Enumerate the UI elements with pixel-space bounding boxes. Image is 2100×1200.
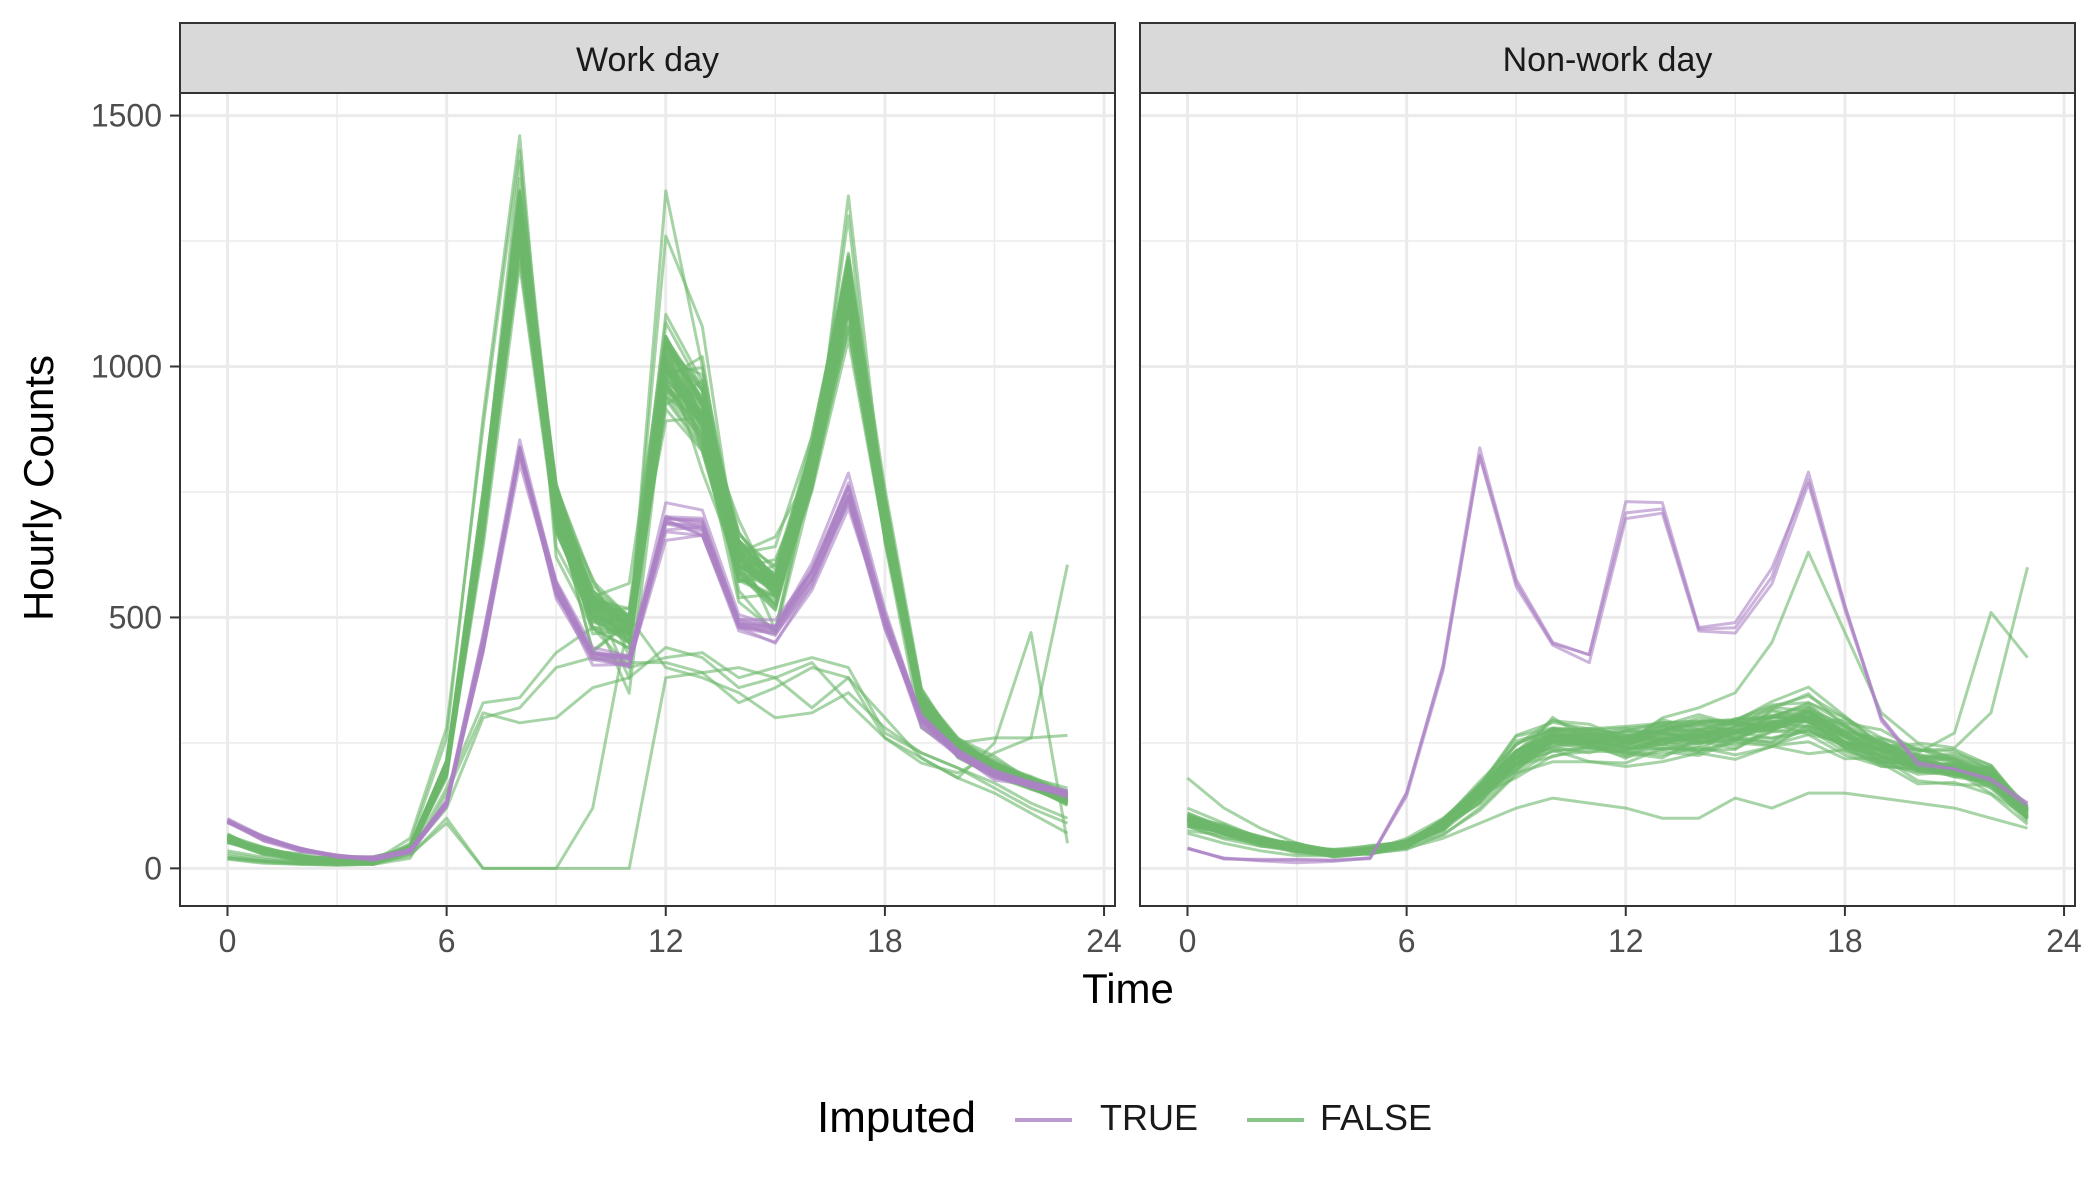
series-line-true — [1187, 454, 2029, 862]
series-line-true — [1187, 446, 2029, 862]
legend: Imputed TRUE FALSE — [817, 1093, 1432, 1142]
series-lines — [1186, 446, 2029, 865]
facet-panels: Work day 0 6 12 18 24 0 500 1000 1500 Non-work day… — [91, 22, 2082, 959]
facet-strip — [179, 22, 1116, 94]
series-line-true — [226, 453, 1068, 862]
x-tick-label: 12 — [1608, 923, 1644, 959]
series-line-false — [1187, 701, 2029, 854]
series-line-false — [1187, 715, 2029, 856]
legend-title: Imputed — [817, 1093, 976, 1142]
y-tick-label: 0 — [144, 850, 162, 886]
series-line-false — [227, 631, 1069, 870]
x-axis-title: Time — [1082, 965, 1174, 1012]
x-tick-label: 0 — [1179, 923, 1197, 959]
x-tick-label: 6 — [438, 923, 456, 959]
y-tick-label: 1500 — [91, 98, 162, 134]
series-line-false — [227, 646, 1069, 866]
x-tick-label: 6 — [1398, 923, 1416, 959]
x-tick-label: 12 — [648, 923, 684, 959]
series-line-false — [1186, 550, 2029, 855]
x-tick-label: 24 — [2046, 923, 2082, 959]
grid — [180, 93, 1115, 906]
facet-strip-label: Work day — [576, 41, 719, 79]
series-line-false — [227, 564, 1069, 867]
panel-border — [179, 92, 1116, 907]
y-tick-label: 500 — [109, 599, 162, 635]
facet-strip-label: Non-work day — [1503, 41, 1713, 79]
legend-label-false: FALSE — [1320, 1097, 1432, 1138]
facet-strip — [1139, 22, 2076, 94]
x-tick-label: 18 — [1827, 923, 1863, 959]
x-tick-label: 24 — [1086, 923, 1122, 959]
facet-panel-work-day: Work day 0 6 12 18 24 0 500 1000 1500 — [91, 22, 1122, 959]
facet-panel-non-work-day: Non-work day 0 6 12 18 24 — [1139, 22, 2082, 959]
x-tick-label: 0 — [219, 923, 237, 959]
series-line-false — [1187, 719, 2029, 853]
y-tick-label: 1000 — [91, 349, 162, 385]
series-lines — [226, 134, 1069, 870]
legend-label-true: TRUE — [1100, 1097, 1198, 1138]
series-line-false — [1187, 791, 2028, 858]
panel-border — [1139, 92, 2076, 907]
x-tick-label: 18 — [867, 923, 903, 959]
y-axis-title: Hourly Counts — [15, 355, 62, 621]
